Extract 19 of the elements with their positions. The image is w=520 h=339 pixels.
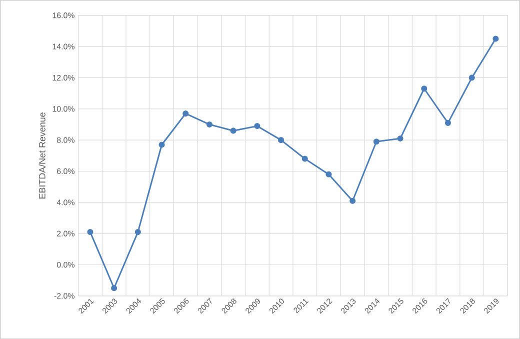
- point: [350, 198, 356, 204]
- y-axis-title: EBITDA/Net Revenue: [38, 112, 46, 198]
- point: [326, 171, 332, 178]
- point: [278, 136, 284, 143]
- point: [182, 110, 189, 116]
- point: [206, 121, 213, 128]
- point: [87, 228, 94, 235]
- point: [444, 120, 452, 126]
- point: [254, 122, 260, 129]
- point: [111, 284, 118, 292]
- point: [302, 156, 308, 162]
- point: [230, 128, 236, 134]
- point: [134, 228, 141, 235]
- point: [373, 138, 380, 145]
- point: [468, 74, 475, 81]
- point: [158, 142, 165, 148]
- point: [492, 36, 499, 42]
- point: [421, 85, 428, 92]
- point: [397, 135, 404, 142]
